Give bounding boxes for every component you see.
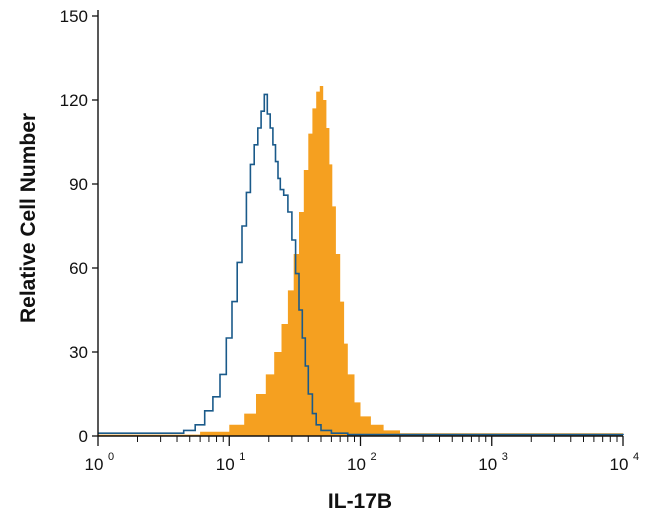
y-tick-label: 150 <box>60 7 88 26</box>
y-tick-label: 120 <box>60 91 88 110</box>
series-1-filled-histogram <box>98 86 623 436</box>
x-tick-label-base: 10 <box>85 455 104 474</box>
x-tick-label-exponent: 4 <box>633 451 639 463</box>
x-tick-label-exponent: 0 <box>108 451 114 463</box>
x-tick-label: 10 3 <box>478 451 508 474</box>
plot-area <box>98 86 624 436</box>
x-tick-label-base: 10 <box>478 455 497 474</box>
x-tick-label: 10 1 <box>216 451 246 474</box>
y-tick-label: 30 <box>69 343 88 362</box>
x-tick-label-base: 10 <box>347 455 366 474</box>
x-tick-label-exponent: 2 <box>370 451 376 463</box>
tick-labels: 0 30 60 90 120 150 10 0 10 1 10 2 10 3 10 4 <box>60 7 639 474</box>
x-tick-label-exponent: 3 <box>502 451 508 463</box>
x-tick-label: 10 0 <box>85 451 115 474</box>
y-axis-title: Relative Cell Number <box>17 113 40 323</box>
x-tick-label-base: 10 <box>216 455 235 474</box>
x-tick-label-base: 10 <box>610 455 629 474</box>
x-tick-label: 10 4 <box>610 451 640 474</box>
y-tick-label: 90 <box>69 175 88 194</box>
x-axis-title: IL-17B <box>328 490 392 513</box>
y-tick-label: 60 <box>69 259 88 278</box>
x-tick-label: 10 2 <box>347 451 377 474</box>
y-tick-label: 0 <box>79 427 88 446</box>
series-0-outline-histogram <box>98 93 624 436</box>
x-tick-label-exponent: 1 <box>239 451 245 463</box>
axes <box>92 10 624 446</box>
